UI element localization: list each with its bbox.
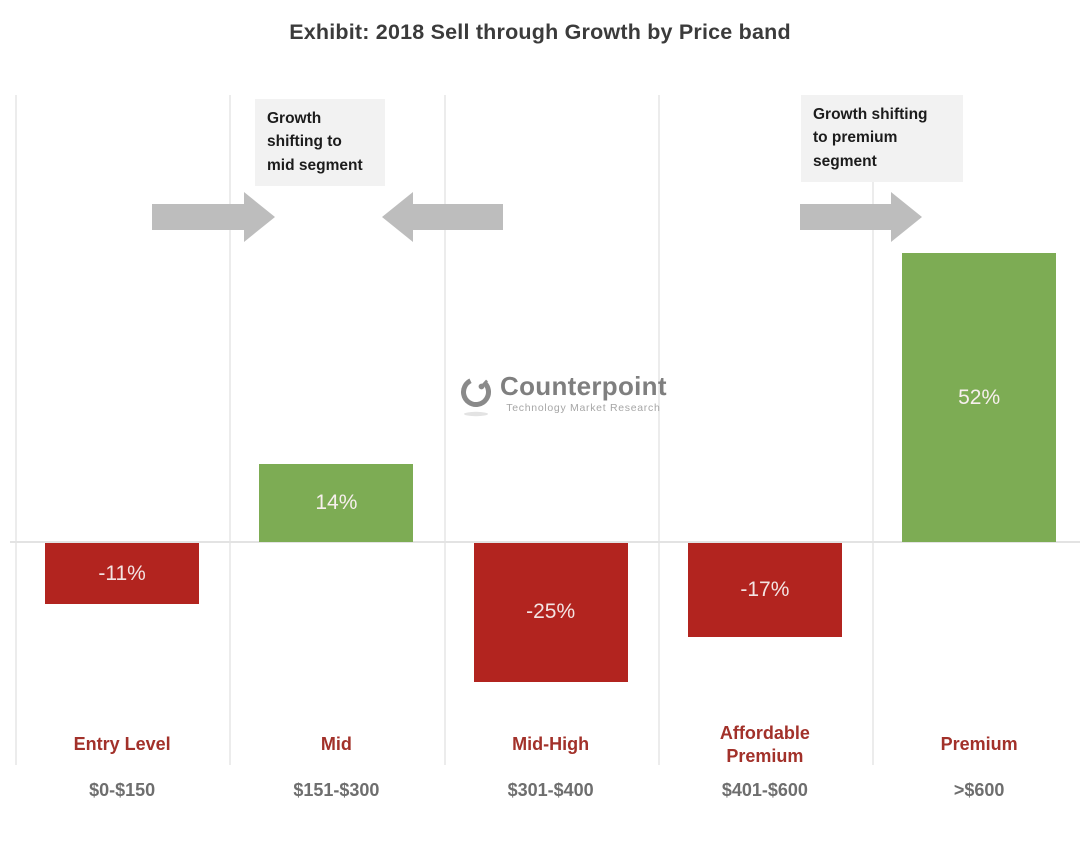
watermark-brand: Counterpoint	[500, 371, 667, 401]
counterpoint-logo-icon	[459, 373, 495, 422]
category-label-entry-level: Entry Level	[15, 716, 229, 774]
column-gridline	[229, 95, 232, 765]
annotation-growth-shifting-premium: Growth shifting to premium segment	[801, 95, 963, 182]
category-label-premium: Premium	[872, 716, 1080, 774]
category-label-text: Affordable Premium	[719, 722, 810, 766]
bar-value-label: 14%	[315, 491, 358, 515]
bar-entry-level: -11%	[45, 543, 200, 605]
bar-value-label: -25%	[526, 600, 576, 624]
column-gridline	[15, 95, 17, 765]
arrow-left-icon	[382, 192, 503, 242]
category-label-text: Premium	[940, 734, 1018, 755]
price-band-label-premium: >$600	[953, 780, 1005, 800]
category-label-affordable-premium: Affordable Premium	[658, 716, 872, 774]
price-band-label-entry-level: $0-$150	[89, 780, 156, 800]
zero-axis-line	[10, 541, 1080, 543]
bar-mid: 14%	[259, 464, 414, 542]
bar-value-label: 52%	[958, 385, 1001, 409]
price-band-label-mid-high: $301-$400	[507, 780, 594, 800]
bar-affordable-premium: -17%	[687, 543, 842, 638]
bar-premium: 52%	[902, 253, 1057, 542]
watermark-tagline: Technology Market Research	[506, 402, 661, 415]
category-label-mid: Mid	[229, 716, 443, 774]
price-band-label-mid: $151-$300	[293, 780, 380, 800]
counterpoint-watermark: Counterpoint Technology Market Research	[459, 371, 667, 422]
price-band-label-affordable-premium: $401-$600	[721, 780, 808, 800]
bar-value-label: -17%	[740, 578, 790, 602]
column-gridline	[872, 95, 874, 765]
column-gridline	[443, 95, 446, 765]
category-label-text: Mid-High	[512, 734, 590, 755]
bar-mid-high: -25%	[473, 543, 628, 682]
category-label-mid-high: Mid-High	[444, 716, 658, 774]
arrow-right-icon	[152, 192, 275, 242]
annotation-growth-shifting-mid: Growth shifting to mid segment	[255, 99, 385, 186]
category-label-text: Mid	[320, 734, 352, 755]
column-gridline	[657, 95, 660, 765]
bar-value-label: -11%	[98, 561, 146, 585]
category-label-text: Entry Level	[73, 734, 171, 755]
arrow-right-icon	[800, 192, 922, 242]
chart-title: Exhibit: 2018 Sell through Growth by Pri…	[289, 20, 791, 44]
